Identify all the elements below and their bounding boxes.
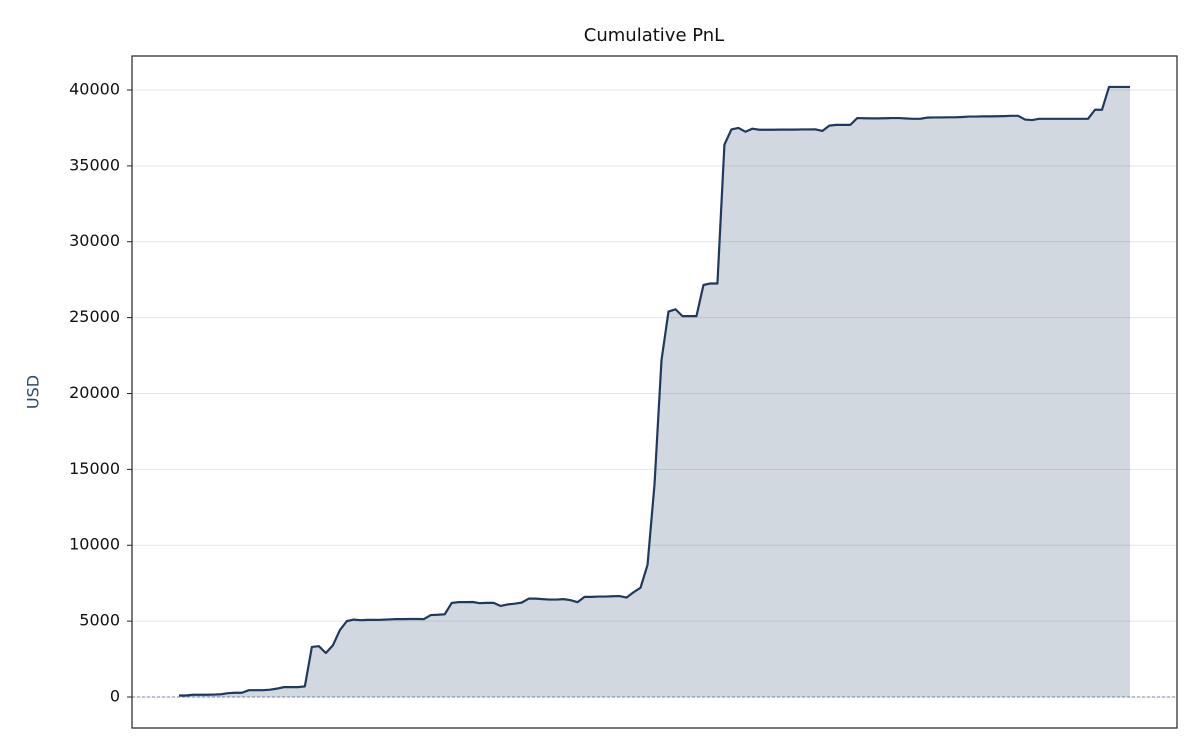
- y-tick-label: 15000: [69, 459, 120, 478]
- y-tick-label: 40000: [69, 79, 120, 98]
- y-tick-label: 0: [110, 686, 120, 705]
- y-tick-label: 30000: [69, 231, 120, 250]
- y-tick-label: 35000: [69, 155, 120, 174]
- y-tick-label: 10000: [69, 535, 120, 554]
- y-tick-label: 20000: [69, 383, 120, 402]
- y-axis-label: USD: [24, 375, 43, 409]
- chart-title: Cumulative PnL: [584, 25, 724, 46]
- y-tick-label: 5000: [79, 611, 120, 630]
- area-fill: [179, 86, 1130, 697]
- plot-frame: [131, 55, 1178, 729]
- line: [179, 85, 1130, 697]
- y-tick-label: 25000: [69, 307, 120, 326]
